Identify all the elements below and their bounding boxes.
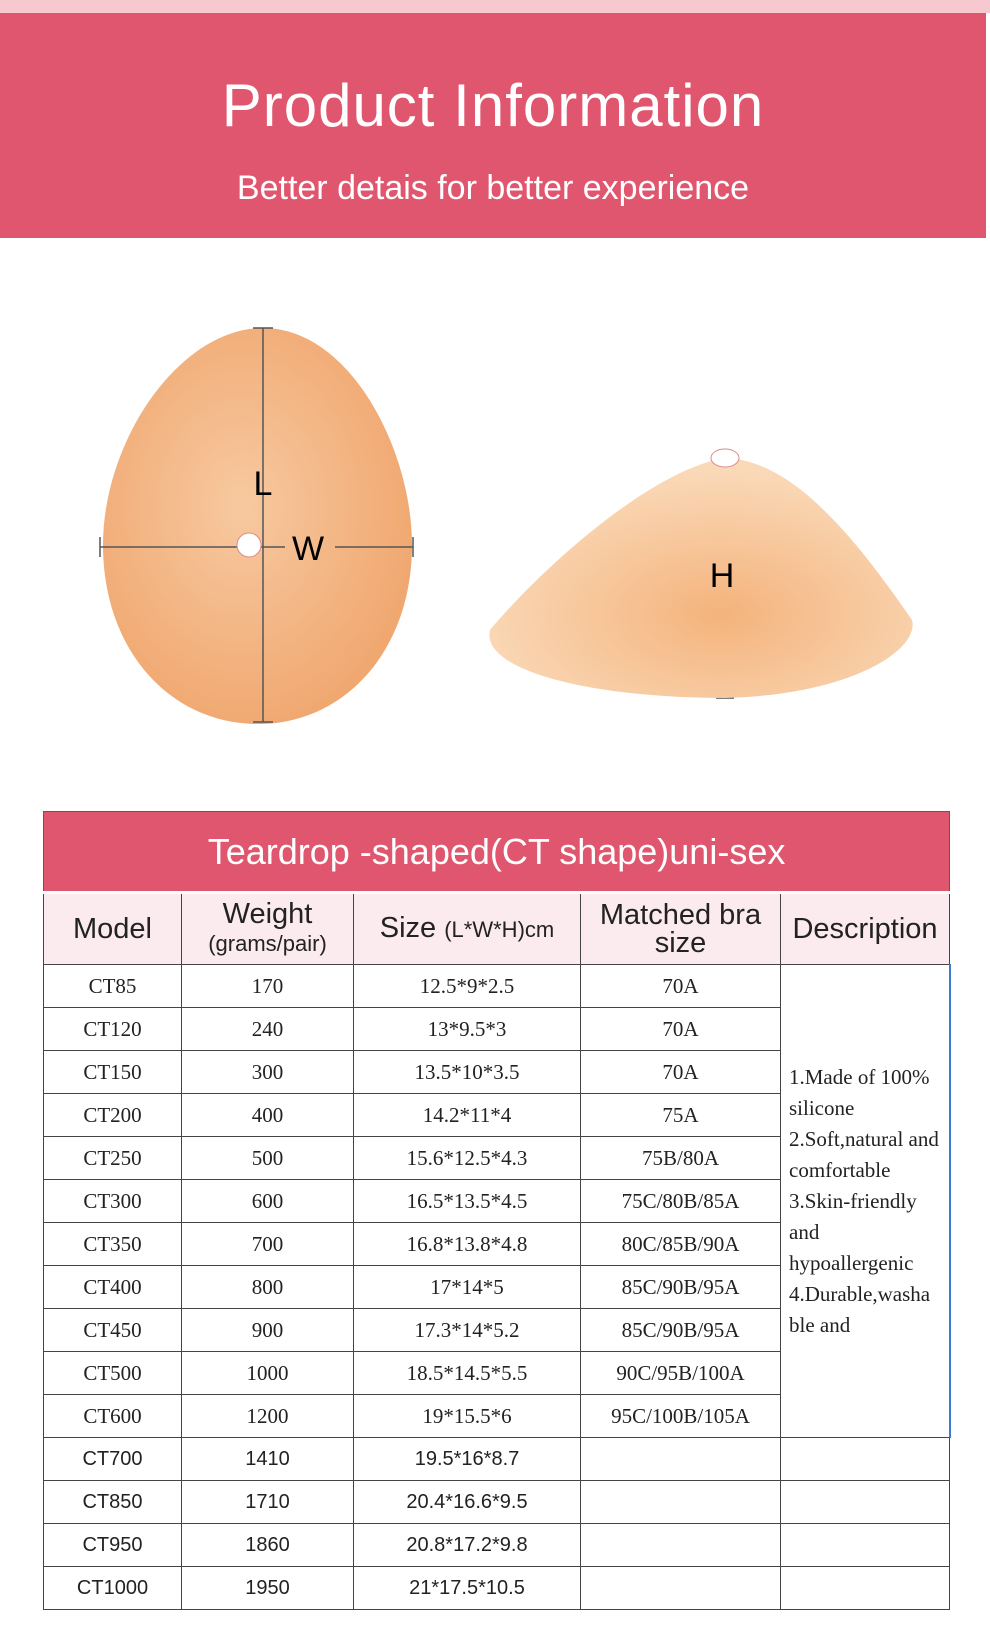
cell: CT250 xyxy=(43,1136,182,1180)
col-header: Model xyxy=(43,891,182,965)
cell: 70A xyxy=(580,1007,781,1051)
table-title: Teardrop -shaped(CT shape)uni-sex xyxy=(42,811,951,893)
cell: CT200 xyxy=(43,1093,182,1137)
cell xyxy=(580,1437,781,1481)
product-figure: L W H xyxy=(99,327,913,724)
cell: CT950 xyxy=(43,1523,182,1567)
cell: 900 xyxy=(181,1308,354,1352)
cell: 13*9.5*3 xyxy=(353,1007,581,1051)
table-row: CT600 1200 19*15.5*6 95C/100B/105A xyxy=(43,1394,950,1438)
col-header: Matched bra size xyxy=(580,891,781,965)
cell: 1000 xyxy=(181,1351,354,1395)
size-table: Teardrop -shaped(CT shape)uni-sex Model … xyxy=(42,811,951,1610)
cell: 1710 xyxy=(181,1480,354,1524)
table-row: CT950 1860 20.8*17.2*9.8 xyxy=(43,1523,951,1567)
col-header: Description xyxy=(779,891,951,965)
cell: 75C/80B/85A xyxy=(580,1179,781,1223)
cell: 75B/80A xyxy=(580,1136,781,1180)
cell: CT120 xyxy=(43,1007,182,1051)
cell: CT850 xyxy=(43,1480,182,1524)
table-row: CT200 400 14.2*11*4 75A xyxy=(43,1093,950,1137)
table-row: CT700 1410 19.5*16*8.7 xyxy=(43,1437,951,1481)
cell: 1860 xyxy=(181,1523,354,1567)
header-band: Product Information Better detais for be… xyxy=(0,13,986,238)
cell: 17*14*5 xyxy=(353,1265,581,1309)
cell: CT150 xyxy=(43,1050,182,1094)
dim-label: W xyxy=(292,530,324,568)
cell: 17.3*14*5.2 xyxy=(353,1308,581,1352)
nipple-mark xyxy=(710,448,740,468)
cell: 75A xyxy=(580,1093,781,1137)
cell xyxy=(779,1523,951,1567)
cell: 80C/85B/90A xyxy=(580,1222,781,1266)
cell: 85C/90B/95A xyxy=(580,1308,781,1352)
cell: 70A xyxy=(580,1050,781,1094)
cell xyxy=(779,1437,951,1481)
cell xyxy=(580,1523,781,1567)
cell xyxy=(580,1480,781,1524)
cell: 12.5*9*2.5 xyxy=(353,964,581,1008)
cell: CT300 xyxy=(43,1179,182,1223)
subtitle: Better detais for better experience xyxy=(236,169,750,207)
table-row: CT850 1710 20.4*16.6*9.5 xyxy=(43,1480,951,1524)
cell: CT350 xyxy=(43,1222,182,1266)
table-row: CT85 170 12.5*9*2.5 70A 1.Made of 100% silic… xyxy=(43,964,951,1438)
cell xyxy=(580,1566,781,1610)
table-row: CT150 300 13.5*10*3.5 70A xyxy=(43,1050,950,1094)
table-row: CT500 1000 18.5*14.5*5.5 90C/95B/100A xyxy=(43,1351,950,1395)
cell: CT600 xyxy=(43,1394,182,1438)
cell: 240 xyxy=(181,1007,354,1051)
cell: 1950 xyxy=(181,1566,354,1610)
cell: CT700 xyxy=(43,1437,182,1481)
cell: 19.5*16*8.7 xyxy=(353,1437,581,1481)
cell: 700 xyxy=(181,1222,354,1266)
cell: 600 xyxy=(181,1179,354,1223)
dim-label: L xyxy=(254,465,273,503)
cell: 19*15.5*6 xyxy=(353,1394,581,1438)
cell: 16.8*13.8*4.8 xyxy=(353,1222,581,1266)
cell: CT1000 xyxy=(43,1566,182,1610)
cell xyxy=(779,1566,951,1610)
cell: CT500 xyxy=(43,1351,182,1395)
title: Product Information xyxy=(221,72,765,139)
cell: 14.2*11*4 xyxy=(353,1093,581,1137)
cell: CT85 xyxy=(43,964,182,1008)
cell: 1200 xyxy=(181,1394,354,1438)
col-header: Weight (grams/pair) xyxy=(181,891,354,965)
cell: 85C/90B/95A xyxy=(580,1265,781,1309)
cell: CT400 xyxy=(43,1265,182,1309)
cell: 170 xyxy=(181,964,354,1008)
table-row: CT300 600 16.5*13.5*4.5 75C/80B/85A xyxy=(43,1179,950,1223)
table-row: CT400 800 17*14*5 85C/90B/95A xyxy=(43,1265,950,1309)
nipple-mark xyxy=(236,532,262,558)
cell xyxy=(779,1480,951,1524)
cell: 15.6*12.5*4.3 xyxy=(353,1136,581,1180)
cell: 21*17.5*10.5 xyxy=(353,1566,581,1610)
cell: 18.5*14.5*5.5 xyxy=(353,1351,581,1395)
teardrop-front xyxy=(103,328,412,724)
cell: 20.8*17.2*9.8 xyxy=(353,1523,581,1567)
cell: 13.5*10*3.5 xyxy=(353,1050,581,1094)
cell: 16.5*13.5*4.5 xyxy=(353,1179,581,1223)
cell: 95C/100B/105A xyxy=(580,1394,781,1438)
cell: 300 xyxy=(181,1050,354,1094)
dim-label: H xyxy=(710,557,735,595)
cell: CT450 xyxy=(43,1308,182,1352)
table-row: CT350 700 16.8*13.8*4.8 80C/85B/90A xyxy=(43,1222,950,1266)
description: 1.Made of 100% silicone 2.Soft,natural a… xyxy=(779,964,951,1438)
table-row: CT1000 1950 21*17.5*10.5 xyxy=(43,1566,951,1610)
top-strip xyxy=(0,0,990,13)
cell: 20.4*16.6*9.5 xyxy=(353,1480,581,1524)
cell: 400 xyxy=(181,1093,354,1137)
cell: 90C/95B/100A xyxy=(580,1351,781,1395)
cell: 800 xyxy=(181,1265,354,1309)
teardrop-side xyxy=(489,458,913,698)
table-row: CT450 900 17.3*14*5.2 85C/90B/95A xyxy=(43,1308,950,1352)
cell: 500 xyxy=(181,1136,354,1180)
cell: 70A xyxy=(580,964,781,1008)
col-header: Size (L*W*H)cm xyxy=(353,891,581,965)
table-row: CT250 500 15.6*12.5*4.3 75B/80A xyxy=(43,1136,950,1180)
cell: 1410 xyxy=(181,1437,354,1481)
